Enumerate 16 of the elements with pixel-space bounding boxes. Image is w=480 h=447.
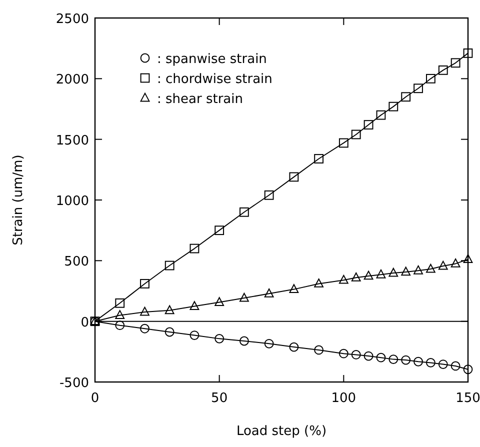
- x-axis-title: Load step (%): [236, 424, 327, 439]
- y-tick-label: 2000: [56, 72, 89, 88]
- y-tick-label: 1500: [56, 133, 89, 148]
- y-tick-label: 2500: [56, 12, 89, 27]
- x-tick-label: 150: [456, 391, 480, 406]
- legend-label: : spanwise strain: [157, 52, 267, 67]
- x-tick-label: 50: [211, 391, 228, 406]
- legend-label: : shear strain: [157, 92, 243, 107]
- x-tick-label: 100: [331, 391, 356, 406]
- x-tick-label: 0: [90, 391, 100, 406]
- y-tick-label: 500: [64, 254, 89, 270]
- y-tick-label: 1000: [56, 194, 89, 209]
- y-tick-label: 0: [80, 315, 89, 330]
- y-tick-label: -500: [59, 376, 89, 391]
- legend-label: : chordwise strain: [157, 72, 272, 87]
- y-axis-title: Strain (um/m): [11, 154, 26, 246]
